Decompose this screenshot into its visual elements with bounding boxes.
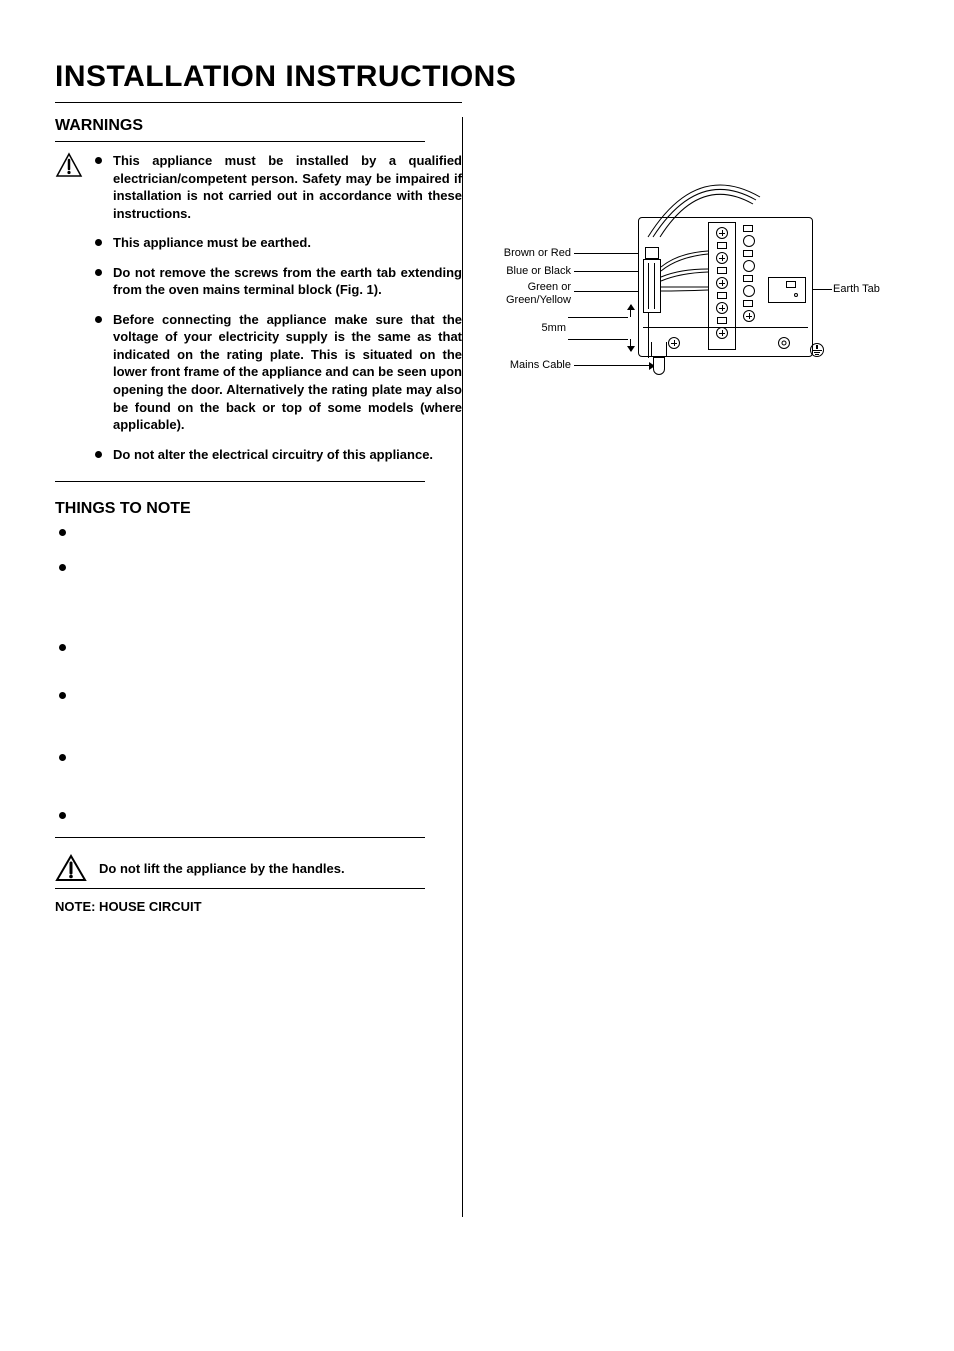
things-list — [55, 524, 462, 837]
leader-line — [574, 271, 639, 272]
left-column: WARNINGS This appliance must be installe… — [55, 117, 462, 1217]
arrow-down — [630, 339, 631, 351]
plate-line — [643, 327, 808, 328]
leader-line — [568, 339, 628, 340]
title-rule — [55, 102, 462, 103]
page: INSTALLATION INSTRUCTIONS WARNINGS This … — [55, 60, 899, 1217]
terminal-screw — [716, 327, 728, 339]
earth-tab-slot — [786, 281, 796, 288]
page-title: INSTALLATION INSTRUCTIONS — [55, 60, 899, 94]
things-item — [55, 559, 462, 639]
terminal-slot — [717, 267, 727, 274]
things-item — [55, 639, 462, 687]
mains-cable — [653, 357, 665, 375]
label-green-yellow: Green/Yellow — [496, 294, 571, 306]
leader-arrow — [574, 365, 654, 366]
house-circuit-note: NOTE: HOUSE CIRCUIT — [55, 899, 462, 914]
leader-line — [574, 291, 639, 292]
terminal-screw — [716, 277, 728, 289]
terminal-ring — [743, 235, 755, 247]
terminal-slot — [717, 317, 727, 324]
warnings-block: This appliance must be installed by a qu… — [55, 152, 462, 475]
arrow-up — [630, 305, 631, 317]
terminal-ring — [743, 260, 755, 272]
label-5mm: 5mm — [518, 322, 566, 334]
clamp-wires — [646, 263, 658, 309]
label-mains-cable: Mains Cable — [496, 359, 571, 371]
terminal-screw — [743, 310, 755, 322]
label-earth-tab: Earth Tab — [833, 283, 893, 295]
terminal-slot — [717, 292, 727, 299]
terminal-screw — [716, 302, 728, 314]
warning-item: Do not remove the screws from the earth … — [91, 264, 462, 299]
housing-screw — [778, 337, 790, 349]
things-heading: THINGS TO NOTE — [55, 500, 462, 518]
warnings-rule — [55, 141, 425, 142]
label-blue-black: Blue or Black — [496, 265, 571, 277]
clamp-top — [645, 247, 659, 259]
things-end-rule — [55, 837, 425, 838]
caution-icon — [55, 152, 83, 178]
terminal-ring — [743, 285, 755, 297]
leader-line — [568, 317, 628, 318]
terminal-screw — [716, 227, 728, 239]
things-to-note-section: THINGS TO NOTE — [55, 500, 462, 838]
right-column: Brown or Red Blue or Black Green or Gree… — [462, 117, 899, 1217]
things-item — [55, 807, 462, 837]
terminal-link — [743, 275, 753, 282]
terminal-link — [743, 250, 753, 257]
warnings-list: This appliance must be installed by a qu… — [91, 152, 462, 463]
warnings-heading: WARNINGS — [55, 117, 462, 135]
lift-rule — [55, 888, 425, 889]
things-item — [55, 524, 462, 559]
terminal-link — [743, 300, 753, 307]
label-green: Green or — [496, 281, 571, 293]
things-item — [55, 749, 462, 807]
warning-item: Do not alter the electrical circuitry of… — [91, 446, 462, 464]
cable-gland — [651, 342, 667, 357]
warnings-section: WARNINGS This appliance must be installe… — [55, 117, 462, 482]
columns: WARNINGS This appliance must be installe… — [55, 117, 899, 1217]
lift-warning-text: Do not lift the appliance by the handles… — [99, 861, 345, 876]
warnings-end-rule — [55, 481, 425, 482]
earth-tab-hole — [794, 293, 798, 297]
warnings-body: This appliance must be installed by a qu… — [91, 152, 462, 475]
housing-screw — [668, 337, 680, 349]
things-item — [55, 687, 462, 749]
terminal-link — [743, 225, 753, 232]
lift-warning-row: Do not lift the appliance by the handles… — [55, 848, 462, 888]
warning-item: This appliance must be earthed. — [91, 234, 462, 252]
caution-icon — [55, 854, 87, 882]
warning-item: Before connecting the appliance make sur… — [91, 311, 462, 434]
warning-item: This appliance must be installed by a qu… — [91, 152, 462, 222]
terminal-slot — [717, 242, 727, 249]
label-brown-red: Brown or Red — [496, 247, 571, 259]
terminal-diagram: Brown or Red Blue or Black Green or Gree… — [558, 187, 888, 397]
terminal-screw — [716, 252, 728, 264]
leader-line — [574, 253, 639, 254]
